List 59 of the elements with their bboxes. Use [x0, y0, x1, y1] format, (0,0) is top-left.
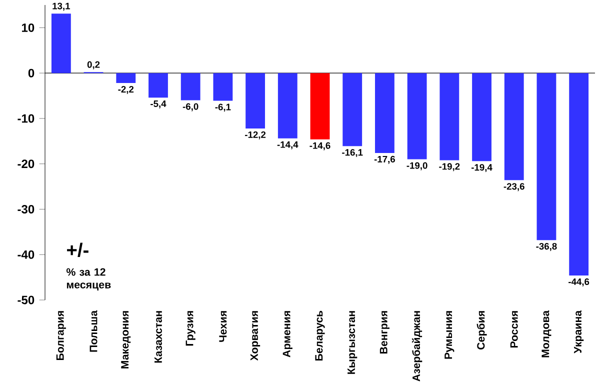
data-label: 0,2 [87, 61, 100, 70]
y-tick-label: -20 [18, 160, 34, 168]
bar [375, 73, 394, 153]
data-label: -17,6 [374, 156, 395, 164]
x-tick-label: Польша [90, 310, 98, 352]
bar [407, 73, 427, 160]
x-tick-label: Армения [282, 311, 292, 358]
annotation: % за 12 месяцев [66, 268, 111, 290]
data-label: -2,2 [118, 86, 134, 94]
y-tick-label: 0 [28, 68, 34, 78]
data-label: -6,0 [182, 103, 198, 112]
bar [116, 73, 136, 84]
bar [342, 73, 362, 146]
data-label: 13,1 [52, 2, 70, 11]
data-label: -16,1 [342, 149, 363, 158]
bar [51, 14, 71, 74]
bar [472, 73, 492, 162]
x-tick-label: Сербия [476, 311, 487, 350]
x-tick-label: Грузия [186, 311, 196, 346]
data-label: -19,0 [406, 162, 428, 170]
x-tick-label: Азербайджан [412, 311, 422, 382]
x-tick-label: Молдова [542, 310, 552, 358]
x-tick-label: Хорватия [250, 311, 260, 361]
bar [148, 73, 168, 98]
x-tick-label: Россия [510, 311, 518, 348]
x-tick-label: Украина [574, 310, 584, 354]
data-label: -19,2 [439, 163, 460, 172]
bar [278, 73, 298, 138]
data-label: -6,1 [215, 104, 231, 112]
x-tick-label: Беларусь [315, 310, 325, 361]
bar [213, 73, 233, 101]
data-label: -19,4 [471, 164, 492, 172]
bar [440, 73, 460, 160]
bar [504, 73, 524, 180]
bar [246, 73, 265, 128]
bar [569, 73, 589, 276]
x-tick-label: Казахстан [154, 311, 162, 363]
data-label: -12,2 [245, 131, 266, 140]
y-tick-label: -50 [18, 296, 34, 304]
x-tick-label: Болгария [56, 311, 66, 360]
data-label: -5,4 [150, 100, 166, 108]
data-label: -14,6 [310, 142, 330, 150]
y-tick-label: -10 [18, 114, 34, 123]
y-tick-label: -40 [18, 250, 34, 259]
data-label: -36,8 [536, 243, 557, 251]
data-label: -44,6 [568, 278, 590, 286]
x-tick-label: Македония [121, 311, 131, 368]
annotation: +/- [67, 242, 88, 257]
y-tick-label: 10 [22, 23, 34, 32]
data-label: -14,4 [277, 141, 298, 150]
y-tick-label: -30 [18, 204, 34, 214]
x-tick-label: Кыргызстан [348, 311, 358, 374]
x-tick-label: Чехия [219, 311, 227, 342]
data-label: -23,6 [504, 183, 524, 192]
bar [180, 73, 200, 100]
bar [536, 73, 556, 240]
x-tick-label: Венгрия [380, 311, 390, 354]
x-tick-label: Румыния [444, 311, 454, 359]
bar [310, 73, 330, 140]
